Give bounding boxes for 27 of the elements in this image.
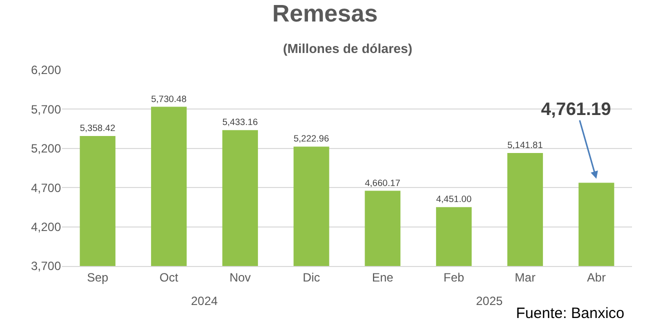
data-label: 5,141.81	[507, 140, 543, 150]
data-label: 5,730.48	[151, 94, 187, 104]
x-tick-label: Abr	[587, 270, 606, 284]
x-tick-label: Ene	[372, 270, 394, 284]
chart-title: Remesas	[272, 0, 378, 28]
x-tick-label: Sep	[86, 270, 109, 284]
source-note: Fuente: Banxico	[516, 305, 624, 322]
data-label: 5,358.42	[80, 123, 116, 134]
y-tick-label: 4,200	[30, 220, 62, 234]
data-label: 5,222.96	[294, 134, 330, 144]
annotation: 4,761.19	[541, 99, 612, 119]
text: 2025	[476, 294, 504, 308]
y-tick-label: 3,700	[30, 259, 62, 274]
x-tick-label: Nov	[229, 270, 251, 284]
y-tick-label: 4,700	[30, 180, 62, 195]
data-label: 4,660.17	[364, 178, 400, 188]
data-label: 4,451.00	[436, 194, 472, 204]
data-label: 5,433.16	[222, 117, 258, 128]
chart-subtitle: (Millones de dólares)	[283, 41, 412, 56]
x-tick-label: Feb	[444, 270, 465, 284]
x-tick-label: Dic	[302, 270, 320, 284]
y-tick-label: 5,700	[30, 102, 62, 116]
y-tick-label: 6,200	[30, 63, 62, 78]
text: 2024	[191, 294, 218, 308]
y-tick-label: 5,200	[30, 142, 62, 156]
x-tick-label: Oct	[160, 270, 179, 284]
x-tick-label: Mar	[514, 270, 536, 284]
